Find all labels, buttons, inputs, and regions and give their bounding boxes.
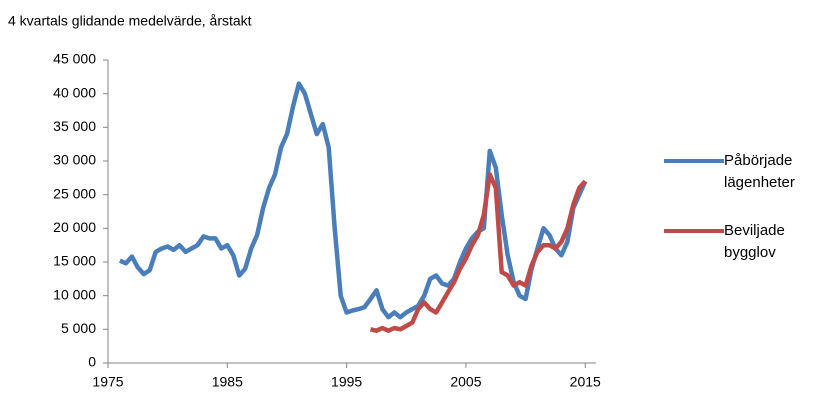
x-tick-label: 1975	[92, 374, 123, 390]
y-tick-label: 25 000	[53, 185, 96, 201]
y-tick-label: 10 000	[53, 286, 96, 302]
y-tick-label: 40 000	[53, 84, 96, 100]
y-tick-label: 35 000	[53, 118, 96, 134]
x-tick-label: 1995	[331, 374, 362, 390]
series-line	[369, 172, 587, 333]
series-line	[119, 81, 588, 320]
legend-label: Påbörjade lägenheter	[724, 152, 795, 191]
x-tick-label: 2005	[450, 374, 481, 390]
chart-title: 4 kvartals glidande medelvärde, årstakt	[8, 13, 252, 29]
legend-item: Påbörjade lägenheter	[664, 150, 821, 194]
legend-swatch	[664, 229, 724, 233]
y-tick-label: 45 000	[53, 51, 96, 67]
y-tick-label: 30 000	[53, 152, 96, 168]
y-tick-label: 15 000	[53, 253, 96, 269]
y-tick-label: 5 000	[61, 320, 96, 336]
x-tick-label: 2015	[570, 374, 601, 390]
y-tick-label: 0	[88, 354, 96, 370]
legend-item: Beviljade bygglov	[664, 220, 821, 264]
legend-label: Beviljade bygglov	[724, 222, 785, 261]
x-tick-label: 1985	[212, 374, 243, 390]
legend-swatch	[664, 159, 724, 163]
y-tick-label: 20 000	[53, 219, 96, 235]
